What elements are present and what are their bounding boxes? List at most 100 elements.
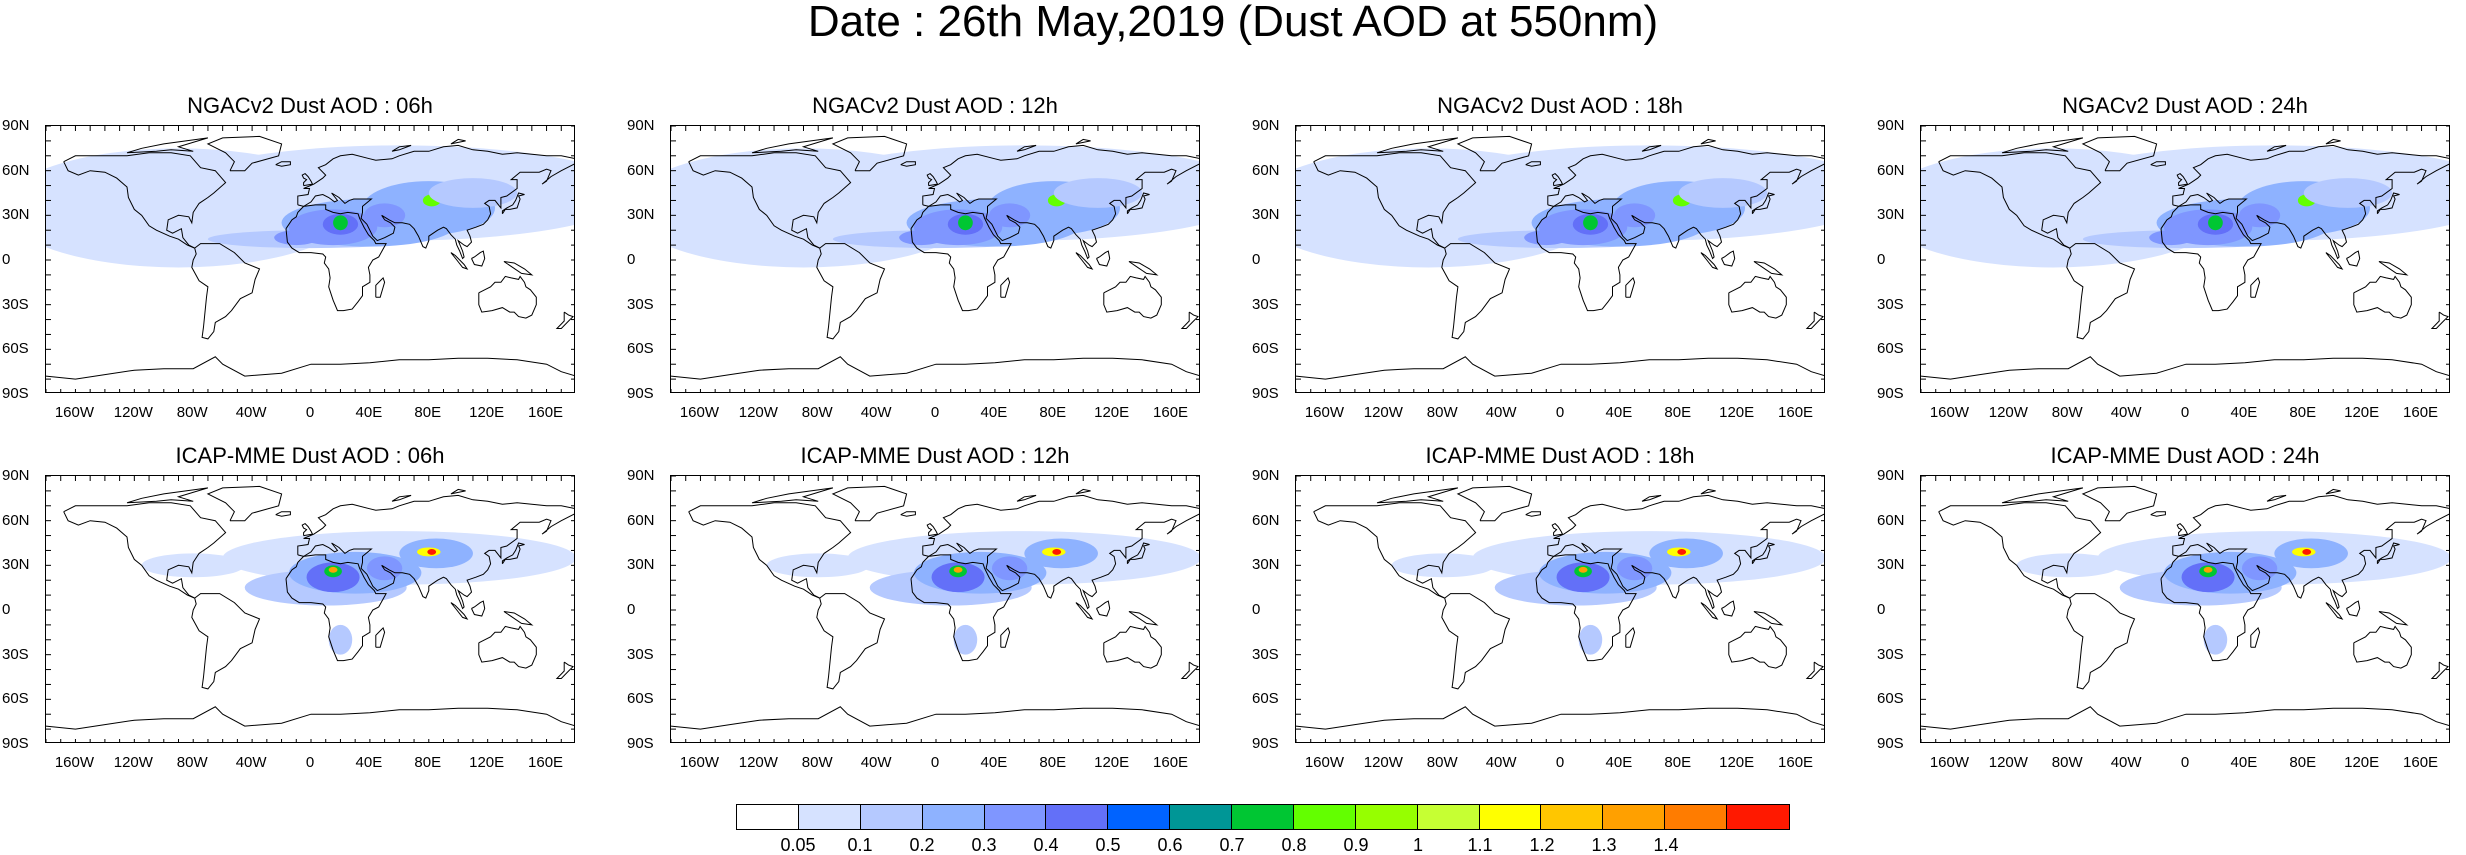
- lat-label: 90S: [1252, 385, 1279, 402]
- lon-label: 40E: [1605, 404, 1633, 421]
- coastline: [2150, 511, 2166, 517]
- colorbar-swatch: [1479, 805, 1542, 829]
- lon-label: 80E: [1664, 754, 1692, 771]
- lat-label: 30N: [2, 206, 30, 224]
- dust-aod-field: [428, 178, 518, 208]
- lon-label: 0: [2180, 754, 2190, 771]
- lat-label: 60N: [1252, 161, 1280, 179]
- coastline: [126, 487, 209, 504]
- coastline: [1096, 250, 1111, 267]
- colorbar-label: 0.6: [1157, 835, 1183, 855]
- coastline: [1180, 311, 1199, 329]
- coastline: [926, 522, 939, 537]
- lon-label: 120W: [738, 404, 778, 421]
- lon-label: 80E: [414, 404, 442, 421]
- dust-aod-field: [989, 203, 1031, 228]
- coastline: [1938, 502, 2102, 599]
- coastline: [275, 161, 291, 167]
- coastline: [816, 243, 886, 340]
- lon-label: 160E: [2403, 404, 2439, 421]
- lat-label: 90S: [627, 385, 654, 402]
- coastline: [478, 275, 537, 319]
- coastline: [671, 356, 1199, 380]
- coastline: [2325, 602, 2344, 620]
- coastline: [1700, 602, 1719, 620]
- colorbar-label: 0.5: [1095, 835, 1121, 855]
- coastline: [450, 138, 466, 145]
- coastline: [1128, 611, 1159, 626]
- lat-label: 60N: [1252, 511, 1280, 529]
- coastline: [1296, 356, 1824, 380]
- map-panel: [1295, 125, 1825, 393]
- coastline: [1751, 542, 1775, 565]
- coastline: [926, 172, 939, 187]
- lon-label: 160W: [1929, 754, 1970, 771]
- lon-label: 160W: [54, 404, 95, 421]
- map-panel: [670, 475, 1200, 743]
- dust-aod-field: [958, 215, 973, 231]
- coastline: [1721, 600, 1736, 617]
- coastline: [206, 135, 283, 172]
- map-panel: [670, 125, 1200, 393]
- coastline: [46, 706, 574, 730]
- lon-label: 160E: [2403, 754, 2439, 771]
- lon-label: 120E: [2344, 404, 2380, 421]
- lon-label: 120E: [1094, 404, 1130, 421]
- coastline: [1000, 276, 1011, 298]
- lon-label: 40W: [2110, 754, 2142, 771]
- lon-label: 120W: [738, 754, 778, 771]
- coastline: [191, 243, 261, 340]
- lon-label: 80E: [414, 754, 442, 771]
- dust-aod-field: [1616, 556, 1653, 581]
- lon-label: 120W: [1988, 754, 2028, 771]
- coastline: [2150, 161, 2166, 167]
- coastline: [375, 276, 386, 298]
- lat-label: 30N: [1877, 556, 1905, 574]
- dust-aod-field: [2303, 178, 2393, 208]
- coastline: [2266, 494, 2287, 502]
- coastline: [1938, 152, 2102, 249]
- colorbar-label: 0.4: [1033, 835, 1059, 855]
- lon-label: 160E: [1153, 404, 1189, 421]
- lat-label: 90N: [627, 467, 655, 484]
- lon-label: 40E: [2230, 754, 2258, 771]
- lon-label: 160E: [528, 404, 564, 421]
- coastline: [831, 135, 908, 172]
- lat-label: 60S: [1877, 690, 1904, 708]
- dust-aod-field: [2203, 624, 2228, 655]
- map-canvas: [1296, 476, 1824, 742]
- coastline: [1551, 522, 1564, 537]
- colorbar-swatch: [1417, 805, 1480, 829]
- coastline: [1805, 311, 1824, 329]
- lon-label: 40W: [860, 754, 892, 771]
- lon-label: 80W: [176, 404, 208, 421]
- coastline: [297, 163, 574, 260]
- coastline: [297, 513, 574, 610]
- coastline: [1016, 494, 1037, 502]
- coastline: [2160, 204, 2262, 312]
- panel-title: ICAP-MME Dust AOD : 18h: [1425, 443, 1695, 468]
- coastline: [1313, 152, 1477, 249]
- coastline: [1535, 554, 1637, 662]
- panel-title: ICAP-MME Dust AOD : 24h: [2050, 443, 2320, 468]
- colorbar-label: 1.1: [1467, 835, 1493, 855]
- colorbar-label: 0.1: [847, 835, 873, 855]
- coastline: [1103, 625, 1162, 669]
- colorbar-swatch: [922, 805, 985, 829]
- coastline: [816, 593, 886, 690]
- lat-label: 90S: [627, 735, 654, 752]
- colorbar-label: 0.9: [1343, 835, 1369, 855]
- lon-label: 80W: [2051, 754, 2083, 771]
- lat-label: 90N: [1252, 467, 1280, 484]
- map-panel: [45, 125, 575, 393]
- colorbar: [736, 804, 1790, 830]
- lat-label: 30S: [1877, 295, 1904, 313]
- colorbar-swatch: [1170, 805, 1232, 829]
- dust-aod-field: [427, 548, 437, 555]
- colorbar-swatch: [1727, 805, 1789, 829]
- lon-label: 0: [305, 404, 315, 421]
- lon-label: 120E: [1719, 404, 1755, 421]
- coastline: [1296, 706, 1824, 730]
- coastline: [555, 311, 574, 329]
- colorbar-swatch: [1232, 805, 1294, 829]
